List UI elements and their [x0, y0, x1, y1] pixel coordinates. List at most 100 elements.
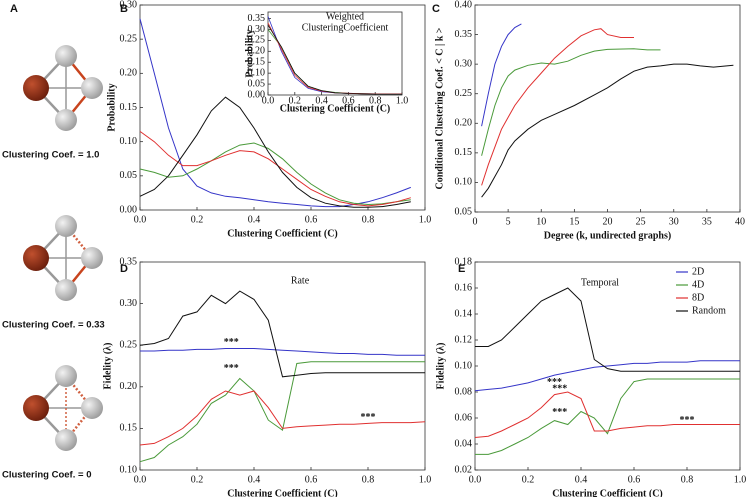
x-tick-label: 0.8	[362, 214, 375, 225]
y-tick-label: 0.40	[455, 0, 473, 10]
x-tick-label: 1.0	[419, 214, 432, 225]
x-tick-label: 25	[636, 216, 646, 227]
x-tick-label: 0.4	[248, 474, 261, 485]
x-tick-label: 0.2	[191, 214, 204, 225]
x-tick-label: 0.0	[134, 474, 147, 485]
x-tick-label: 5	[506, 216, 511, 227]
y-tick-label: 0.05	[455, 206, 473, 217]
y-tick-label: 0.06	[455, 412, 473, 423]
y-tick-label: 0.30	[120, 0, 138, 10]
plot-frame	[474, 4, 741, 213]
x-tick-label: 0.6	[305, 474, 318, 485]
x-tick-label: 0.6	[305, 214, 318, 225]
series-line	[474, 391, 740, 438]
x-tick-label: 0.4	[248, 214, 261, 225]
chart-title: Temporal	[581, 277, 619, 288]
y-tick-label: 0.35	[455, 29, 473, 40]
panel-letter: C	[432, 3, 440, 15]
graph-node	[55, 365, 77, 387]
series-line	[475, 287, 740, 372]
annotation: ***	[547, 377, 562, 388]
series-line	[139, 390, 426, 446]
y-tick-label: 0.10	[455, 177, 473, 188]
series-line	[139, 130, 411, 207]
series-line	[140, 348, 425, 356]
y-tick-label: 0.30	[455, 58, 473, 69]
x-tick-label: 0.0	[262, 95, 275, 106]
y-tick-label: 0.30	[248, 24, 266, 35]
y-tick-label: 0.00	[120, 204, 138, 215]
graph-node	[55, 279, 77, 301]
y-tick-label: 0.10	[455, 360, 473, 371]
y-tick-label: 0.15	[248, 57, 266, 68]
x-axis-label: Clustering Coefficient (C)	[552, 488, 663, 497]
y-tick-label: 0.20	[120, 381, 138, 392]
y-tick-label: 0.15	[120, 102, 138, 113]
annotation: ***	[224, 337, 239, 348]
plot-frame	[267, 11, 403, 96]
y-tick-label: 0.10	[120, 464, 138, 475]
graph-node	[55, 45, 77, 67]
panel-letter: E	[458, 263, 465, 275]
x-tick-label: 15	[569, 216, 579, 227]
panel-letter: A	[10, 3, 18, 15]
legend-label: 2D	[692, 266, 704, 277]
x-axis-label: Clustering Coefficient (C)	[280, 104, 391, 115]
y-axis-label: Probability	[106, 83, 117, 131]
x-tick-label: 0.6	[342, 95, 355, 106]
y-tick-label: 0.16	[455, 282, 473, 293]
x-tick-label: 0.8	[369, 95, 382, 106]
x-axis-label: Degree (k, undirected graphs)	[544, 230, 671, 241]
graph-node	[81, 397, 103, 419]
series-line	[481, 63, 734, 198]
graph-edge	[65, 225, 93, 259]
y-tick-label: 0.05	[120, 170, 138, 181]
series-line	[481, 23, 522, 127]
x-tick-label: 0.2	[522, 474, 535, 485]
series-line	[139, 96, 411, 208]
x-axis-label: Clustering Coefficient (C)	[227, 488, 338, 497]
series-line	[139, 361, 425, 463]
series-line	[139, 18, 411, 208]
y-tick-label: 0.02	[455, 464, 473, 475]
series-line	[139, 290, 425, 378]
annotation: ***	[552, 384, 567, 395]
annotation: ***	[680, 415, 695, 426]
x-tick-label: 0.4	[575, 474, 588, 485]
y-tick-label: 0.00	[248, 89, 266, 100]
y-tick-label: 0.35	[248, 13, 266, 24]
series-line	[267, 24, 402, 95]
y-tick-label: 0.12	[455, 334, 473, 345]
graph-label: Clustering Coef. = 0	[2, 470, 91, 481]
series-line	[481, 48, 661, 156]
y-tick-label: 0.25	[455, 88, 473, 99]
x-tick-label: 0.8	[681, 474, 694, 485]
y-tick-label: 0.14	[455, 308, 473, 319]
series-line	[139, 142, 411, 206]
y-tick-label: 0.20	[248, 46, 266, 57]
y-tick-label: 0.25	[120, 339, 138, 350]
x-tick-label: 10	[536, 216, 546, 227]
y-tick-label: 0.08	[455, 386, 473, 397]
y-tick-label: 0.10	[248, 67, 266, 78]
plot-frame	[139, 261, 426, 471]
x-tick-label: 0.4	[315, 95, 328, 106]
graph-node	[55, 109, 77, 131]
y-tick-label: 0.30	[120, 298, 138, 309]
graph-node	[55, 429, 77, 451]
y-tick-label: 0.20	[120, 68, 138, 79]
x-tick-label: 1.0	[396, 95, 409, 106]
x-tick-label: 0.0	[469, 474, 482, 485]
legend-label: 8D	[692, 292, 704, 303]
annotation: ***	[361, 412, 376, 423]
y-axis-label: Probability	[244, 29, 255, 77]
y-tick-label: 0.25	[120, 33, 138, 44]
x-tick-label: 35	[702, 216, 712, 227]
inset-title: ClusteringCoefficient	[302, 22, 389, 33]
y-axis-label: Fidelity (λ)	[102, 343, 113, 390]
graph-label: Clustering Coef. = 1.0	[2, 150, 99, 161]
series-line	[481, 28, 634, 186]
inset-title: Weighted	[326, 11, 364, 22]
x-tick-label: 20	[603, 216, 613, 227]
